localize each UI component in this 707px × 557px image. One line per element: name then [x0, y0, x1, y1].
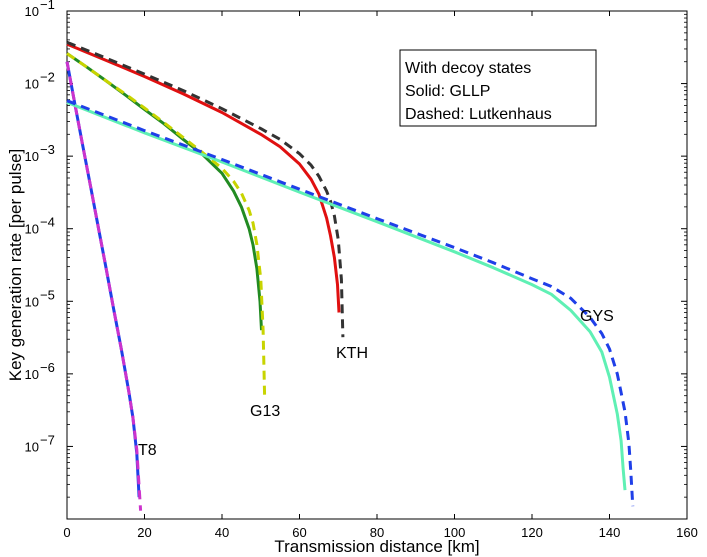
series-line-gys-gllp — [66, 101, 627, 491]
y-axis-label: Key generation rate [per pulse] — [6, 149, 25, 381]
y-tick-label: 10 — [25, 439, 39, 454]
series-line-g13-gllp — [66, 52, 263, 331]
x-tick-label: 140 — [599, 525, 621, 540]
legend-line-1: With decoy states — [405, 60, 531, 77]
y-tick-label: 10 — [25, 222, 39, 237]
x-axis-label: Transmission distance [km] — [274, 537, 479, 556]
x-tick-label: 60 — [292, 525, 306, 540]
y-tick-label: 10 — [25, 77, 39, 92]
y-tick-exponent: −7 — [40, 432, 55, 447]
x-tick-label: 160 — [676, 525, 698, 540]
x-tick-label: 120 — [521, 525, 543, 540]
legend-line-2: Solid: GLLP — [405, 83, 490, 100]
x-tick-label: 100 — [444, 525, 466, 540]
legend-frame — [399, 49, 597, 127]
x-tick-label: 20 — [137, 525, 151, 540]
y-tick-exponent: −5 — [40, 287, 55, 302]
legend-line-3: Dashed: Lutkenhaus — [405, 106, 552, 123]
y-tick-label: 10 — [25, 294, 39, 309]
y-tick-exponent: −2 — [40, 70, 55, 85]
x-tick-label: 0 — [63, 525, 70, 540]
series-line-g13-lutkenhaus — [66, 52, 267, 396]
y-tick-label: 10 — [25, 4, 39, 19]
annotation-t8: T8 — [138, 442, 157, 459]
y-tick-exponent: −1 — [40, 0, 55, 12]
legend-box: With decoy states Solid: GLLP Dashed: Lu… — [399, 49, 597, 127]
x-tick-label: 40 — [215, 525, 229, 540]
annotation-gys: GYS — [580, 308, 614, 325]
annotation-kth: KTH — [336, 345, 368, 362]
series-lines — [65, 40, 635, 511]
x-tick-label: 80 — [370, 525, 384, 540]
y-tick-label: 10 — [25, 367, 39, 382]
series-line-gys-lutkenhaus — [66, 99, 635, 507]
y-tick-exponent: −4 — [40, 215, 55, 230]
series-line-kth-gllp — [66, 42, 341, 313]
y-tick-exponent: −6 — [40, 360, 55, 375]
series-line-t8-lutkenhaus — [65, 61, 143, 511]
y-tick-label: 10 — [25, 149, 39, 164]
annotation-g13: G13 — [250, 403, 280, 420]
y-tick-exponent: −3 — [40, 142, 55, 157]
